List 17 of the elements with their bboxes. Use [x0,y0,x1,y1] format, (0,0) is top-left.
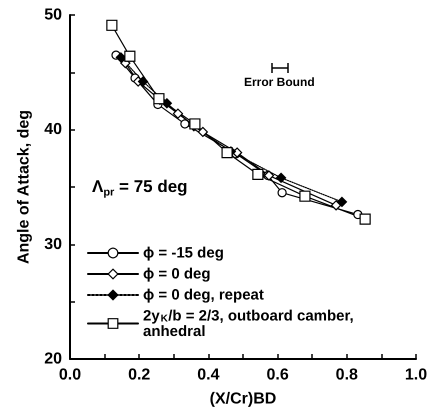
annotation: Error Bound [244,75,315,89]
x-tick-label: 0.8 [336,366,358,384]
y-axis-title: Angle of Attack, deg [16,110,32,264]
legend-label: ϕ = -15 deg [143,244,224,262]
y-tick-label: 30 [44,236,62,253]
y-tick-label: 20 [44,350,62,368]
x-tick-label: 0.0 [58,366,82,384]
legend-label: ϕ = 0 deg, repeat [143,286,264,304]
x-tick-label: 1.0 [404,366,428,384]
x-tick-label: 0.4 [197,366,220,384]
y-tick-label: 50 [44,6,62,24]
legend-label: 2yK/b = 2/3, outboard camber, anhedral [143,308,358,340]
x-tick-label: 0.2 [128,366,150,384]
legend-label: ϕ = 0 deg [143,266,211,282]
y-tick-label: 40 [44,121,62,138]
x-tick-label: 0.6 [266,366,289,384]
x-axis-title: (X/Cr)BD [210,390,276,408]
